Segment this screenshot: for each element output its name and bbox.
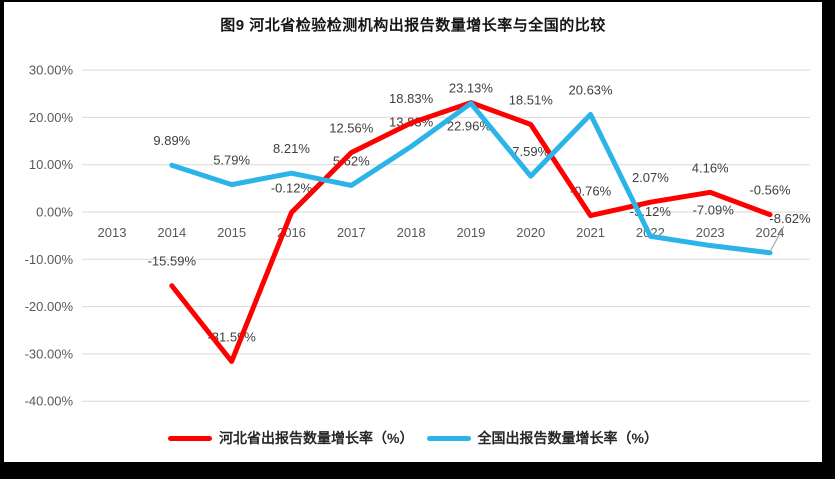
data-label-national: -8.62% — [769, 211, 811, 226]
y-axis-tick-label: -10.00% — [25, 252, 74, 267]
x-axis-year-label: 2017 — [337, 225, 366, 240]
x-axis-year-label: 2023 — [696, 225, 725, 240]
x-axis-year-label: 2024 — [756, 225, 785, 240]
x-axis-year-label: 2014 — [157, 225, 186, 240]
data-label-hebei: 18.83% — [389, 91, 434, 106]
data-label-national: 20.63% — [569, 82, 614, 97]
y-axis-tick-label: 0.00% — [36, 205, 73, 220]
chart-page: 图9 河北省检验检测机构出报告数量增长率与全国的比较 30.00% 20.00% 1… — [4, 2, 822, 462]
x-axis-year-label: 2021 — [576, 225, 605, 240]
line-chart-plot-area: 30.00% 20.00% 10.00% 0.00% -10.00% -20.00% -30… — [25, 63, 811, 409]
data-label-hebei: -15.59% — [148, 254, 197, 269]
data-label-hebei: 23.13% — [449, 81, 494, 96]
label-leader-line — [770, 225, 785, 251]
data-label-hebei: 12.56% — [329, 121, 374, 136]
legend-line-swatch-red — [168, 435, 213, 441]
y-axis-tick-label: -20.00% — [25, 299, 74, 314]
data-label-national: 22.96% — [447, 118, 492, 133]
legend-item-hebei: 河北省出报告数量增长率（%） — [168, 428, 414, 448]
x-axis-year-label: 2013 — [98, 225, 127, 240]
y-axis-tick-label: 10.00% — [29, 157, 74, 172]
legend-label-hebei: 河北省出报告数量增长率（%） — [219, 430, 414, 446]
data-label-hebei: -0.76% — [570, 184, 612, 199]
data-label-hebei: -0.56% — [749, 183, 791, 198]
data-label-national: 8.21% — [273, 141, 310, 156]
legend-label-national: 全国出报告数量增长率（%） — [477, 430, 658, 446]
x-axis-year-label: 2019 — [456, 225, 485, 240]
data-label-hebei: -0.12% — [271, 181, 313, 196]
x-axis-year-label: 2015 — [217, 225, 246, 240]
data-label-hebei: 2.07% — [632, 170, 669, 185]
legend-item-national: 全国出报告数量增长率（%） — [426, 428, 658, 448]
x-axis-year-label: 2018 — [397, 225, 426, 240]
data-label-national: -7.09% — [693, 203, 735, 218]
series-line-national — [169, 100, 773, 256]
x-axis-year-label: 2020 — [516, 225, 545, 240]
data-label-national: 9.89% — [153, 133, 190, 148]
y-axis-tick-label: -40.00% — [25, 394, 74, 409]
chart-legend: 河北省出报告数量增长率（%） 全国出报告数量增长率（%） — [4, 428, 822, 448]
data-label-hebei: 4.16% — [692, 160, 729, 175]
y-axis-tick-label: 20.00% — [29, 110, 74, 125]
y-axis-tick-label: -30.00% — [25, 346, 74, 361]
data-label-national: 5.79% — [213, 153, 250, 168]
y-axis-tick-label: 30.00% — [29, 63, 74, 78]
data-label-national: 7.59% — [512, 144, 549, 159]
data-label-hebei: 18.51% — [509, 92, 554, 107]
legend-line-swatch-blue — [426, 435, 471, 441]
chart-title: 图9 河北省检验检测机构出报告数量增长率与全国的比较 — [220, 17, 606, 34]
